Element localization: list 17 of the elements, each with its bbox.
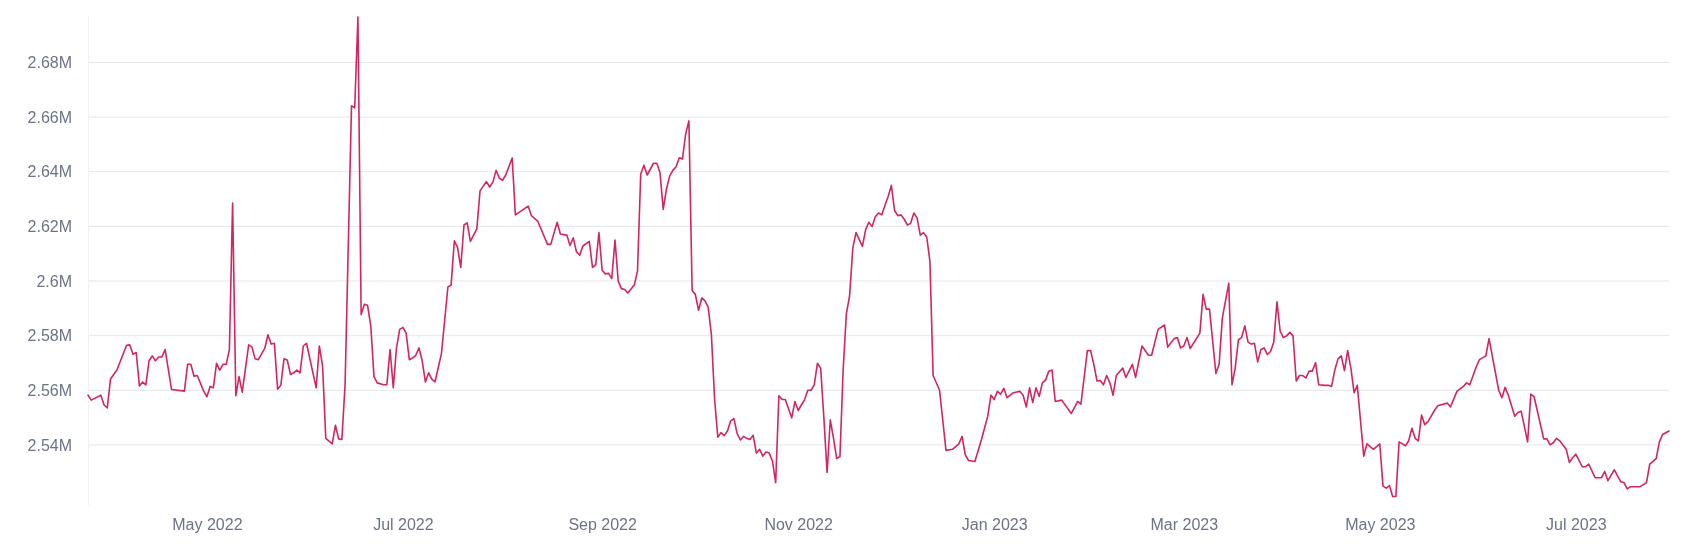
- x-tick-label: May 2023: [1345, 516, 1416, 534]
- y-tick-label: 2.58M: [27, 327, 72, 345]
- x-tick-label: Jul 2023: [1546, 516, 1607, 534]
- x-tick-label: Nov 2022: [764, 516, 834, 534]
- y-tick-label: 2.62M: [27, 217, 72, 235]
- y-tick-label: 2.68M: [27, 54, 72, 72]
- y-tick-label: 2.64M: [27, 163, 72, 181]
- line-series: [87, 16, 1670, 498]
- y-tick-label: 2.56M: [27, 381, 72, 399]
- x-tick-label: Mar 2023: [1150, 516, 1219, 534]
- y-tick-label: 2.54M: [27, 436, 72, 454]
- x-tick-label: May 2022: [172, 516, 243, 534]
- x-tick-label: Jul 2022: [373, 516, 434, 534]
- x-tick-label: Sep 2022: [568, 516, 637, 534]
- y-tick-label: 2.6M: [36, 272, 72, 290]
- y-tick-label: 2.66M: [27, 108, 72, 126]
- x-tick-label: Jan 2023: [961, 516, 1028, 534]
